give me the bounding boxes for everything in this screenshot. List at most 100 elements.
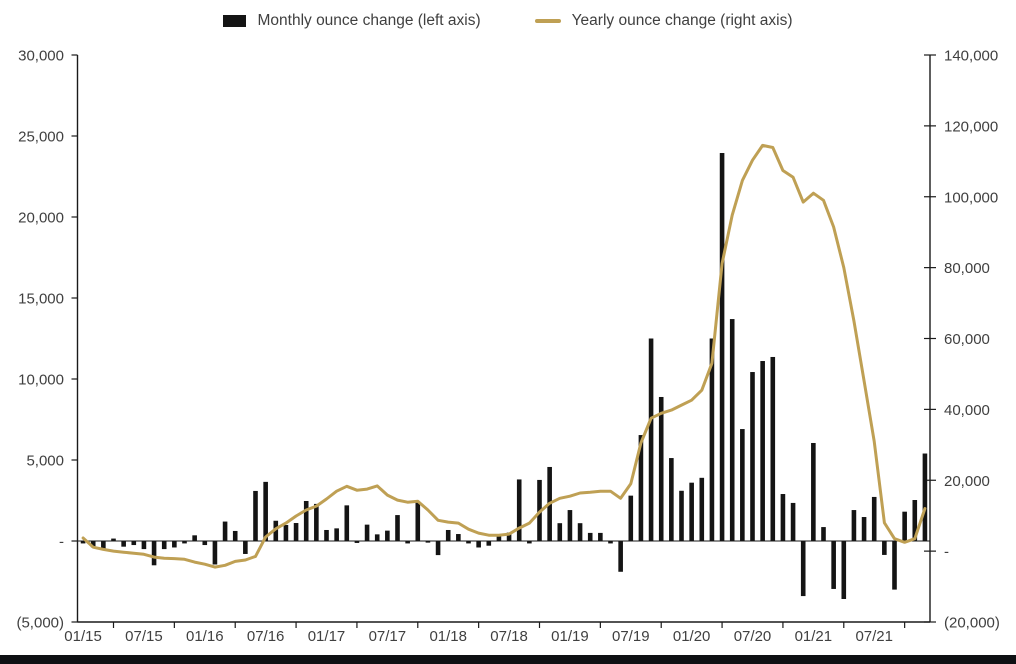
monthly-bar-08/18 [516,479,522,541]
x-axis-label: 01/17 [308,628,346,645]
x-axis-label: 01/15 [64,628,102,645]
monthly-bar-11/15 [182,541,187,544]
right-axis-label: 80,000 [944,260,990,277]
monthly-bar-10/20 [780,494,786,541]
right-axis-label: (20,000) [944,615,1000,632]
monthly-bar-06/21 [861,517,867,541]
left-axis-label: 20,000 [18,210,64,227]
monthly-bar-09/21 [892,541,897,590]
left-axis-label: 30,000 [18,48,64,65]
right-axis-label: 40,000 [944,402,990,419]
monthly-bar-10/21 [902,511,907,541]
monthly-bar-05/17 [364,524,370,541]
monthly-bar-05/21 [851,510,857,541]
right-axis-label: 100,000 [944,189,998,206]
monthly-bar-07/20 [750,372,755,541]
x-axis-label: 07/18 [490,628,528,645]
monthly-bar-12/15 [192,535,197,541]
x-axis-label: 07/19 [612,628,650,645]
left-axis-label: (5,000) [16,615,64,632]
monthly-bar-09/20 [770,356,776,541]
monthly-bar-06/17 [374,534,380,541]
monthly-bar-07/17 [385,530,390,541]
monthly-bar-07/18 [506,532,512,541]
monthly-bar-01/18 [445,529,451,541]
x-axis-label: 01/16 [186,628,224,645]
monthly-bar-11/20 [790,502,796,541]
left-axis-label: 10,000 [18,372,64,389]
monthly-bar-09/15 [161,541,167,550]
left-axis-label: 15,000 [18,291,64,308]
monthly-bar-02/21 [821,527,826,541]
monthly-bar-05/20 [729,319,735,541]
right-axis-label: 120,000 [944,118,998,135]
x-axis-label: 01/19 [551,628,589,645]
x-axis-label: 07/20 [734,628,772,645]
legend-item-yearly: Yearly ounce change (right axis) [534,12,793,30]
monthly-bar-06/15 [131,541,137,546]
monthly-bar-11/19 [669,458,674,541]
monthly-bar-01/16 [202,541,208,546]
monthly-bar-08/20 [760,361,765,541]
monthly-bar-02/17 [334,528,339,541]
monthly-bar-04/18 [476,541,481,548]
monthly-bar-04/21 [841,541,847,599]
monthly-bar-05/16 [243,541,248,554]
monthly-bar-03/19 [587,532,593,541]
monthly-bar-01/19 [567,510,573,541]
monthly-bar-02/20 [699,477,705,541]
x-axis-label: 01/21 [795,628,833,645]
monthly-bar-08/21 [882,541,887,555]
monthly-bar-12/19 [679,490,684,541]
right-axis-label: - [944,544,949,561]
monthly-bar-10/17 [415,502,421,541]
monthly-bar-07/21 [871,496,877,541]
monthly-bar-04/16 [232,530,238,541]
monthly-bar-11/17 [425,541,431,543]
monthly-bar-02/19 [577,523,583,541]
monthly-bar-08/16 [273,520,279,541]
monthly-bar-03/21 [831,541,836,589]
left-axis-label: - [59,534,64,551]
monthly-bar-07/16 [263,481,268,541]
x-axis-label: 07/17 [369,628,407,645]
monthly-bar-03/16 [222,521,228,541]
monthly-bar-01/20 [689,482,694,541]
monthly-bar-09/17 [405,541,410,544]
x-axis-label: 01/20 [673,628,711,645]
right-axis-label: 60,000 [944,331,990,348]
monthly-bar-03/15 [101,541,106,550]
monthly-bar-08/15 [151,541,157,566]
monthly-bar-08/19 [638,435,644,541]
monthly-bar-01/17 [324,529,329,541]
monthly-bar-10/15 [172,541,177,548]
x-axis-label: 07/15 [125,628,163,645]
monthly-bar-07/15 [141,541,147,550]
yearly-line-swatch-icon [534,19,561,23]
legend-label-yearly: Yearly ounce change (right axis) [571,12,793,29]
monthly-bar-12/20 [800,541,806,597]
monthly-bar-03/17 [344,505,350,541]
monthly-bar-05/18 [486,541,492,546]
monthly-bar-11/21 [912,500,918,541]
monthly-bar-05/19 [608,541,613,544]
monthly-bar-04/19 [598,532,603,541]
x-axis-label: 07/16 [247,628,285,645]
x-axis-label: 07/21 [855,628,893,645]
monthly-bar-03/18 [466,541,471,544]
monthly-bar-12/18 [557,523,563,541]
monthly-bar-06/20 [740,429,745,541]
monthly-bar-07/19 [628,495,634,541]
monthly-bar-05/15 [121,541,126,547]
monthly-bar-04/20 [719,153,725,541]
left-axis-label: 25,000 [18,129,64,146]
legend-label-monthly: Monthly ounce change (left axis) [257,12,481,29]
monthly-bar-06/19 [618,541,623,572]
monthly-bar-12/21 [922,453,928,541]
monthly-bar-09/18 [527,541,532,544]
monthly-bar-10/16 [293,523,299,541]
monthly-bar-08/17 [395,515,400,541]
monthly-bar-04/15 [111,538,116,541]
